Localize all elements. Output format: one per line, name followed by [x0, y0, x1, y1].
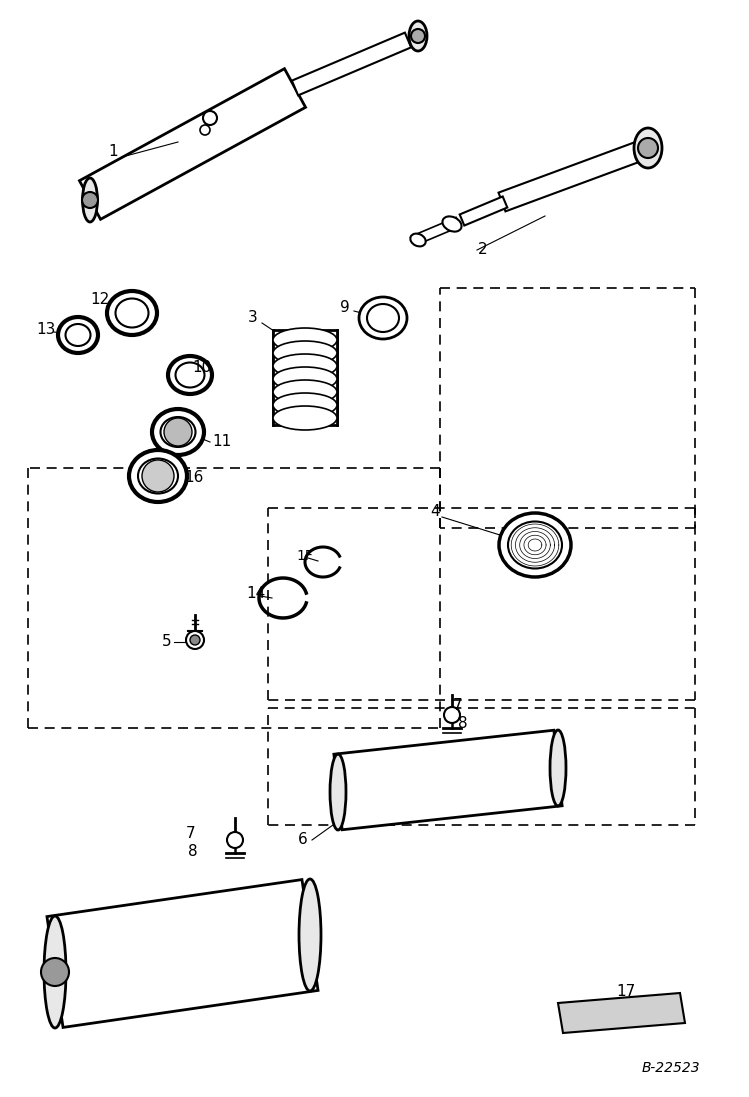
- Polygon shape: [47, 880, 318, 1028]
- Ellipse shape: [443, 216, 461, 231]
- Circle shape: [203, 111, 217, 125]
- Polygon shape: [460, 196, 507, 226]
- Text: 8: 8: [188, 844, 198, 859]
- Circle shape: [638, 138, 658, 158]
- Text: 2: 2: [478, 242, 488, 258]
- Circle shape: [41, 958, 69, 986]
- Circle shape: [186, 631, 204, 649]
- Polygon shape: [79, 69, 306, 219]
- Ellipse shape: [129, 450, 187, 502]
- Ellipse shape: [58, 317, 98, 353]
- Polygon shape: [334, 731, 562, 829]
- Ellipse shape: [499, 513, 571, 577]
- Polygon shape: [292, 33, 411, 95]
- Ellipse shape: [168, 357, 212, 394]
- Ellipse shape: [273, 367, 337, 391]
- Ellipse shape: [299, 879, 321, 991]
- Ellipse shape: [359, 297, 407, 339]
- Text: 13: 13: [36, 323, 55, 338]
- Ellipse shape: [634, 128, 662, 168]
- Text: 6: 6: [298, 833, 308, 848]
- Polygon shape: [558, 993, 685, 1033]
- Text: 16: 16: [184, 470, 204, 485]
- Text: 9: 9: [340, 301, 350, 316]
- Text: 14: 14: [246, 586, 265, 600]
- Ellipse shape: [273, 393, 337, 417]
- Polygon shape: [499, 138, 652, 212]
- Circle shape: [411, 29, 425, 43]
- Ellipse shape: [107, 291, 157, 335]
- Ellipse shape: [175, 362, 204, 387]
- Text: 8: 8: [458, 716, 467, 732]
- Circle shape: [190, 635, 200, 645]
- Ellipse shape: [115, 298, 148, 328]
- Polygon shape: [418, 217, 460, 242]
- Text: 1: 1: [108, 145, 118, 159]
- Text: 10: 10: [192, 361, 211, 375]
- Text: 7: 7: [453, 699, 463, 713]
- Ellipse shape: [550, 730, 566, 806]
- Text: 1F: 1F: [296, 548, 313, 563]
- Circle shape: [227, 832, 243, 848]
- Ellipse shape: [44, 916, 66, 1028]
- Ellipse shape: [65, 324, 91, 346]
- Circle shape: [200, 125, 210, 135]
- Ellipse shape: [273, 380, 337, 404]
- Circle shape: [164, 418, 192, 446]
- Ellipse shape: [367, 304, 399, 332]
- Ellipse shape: [82, 178, 97, 222]
- Ellipse shape: [152, 409, 204, 455]
- Polygon shape: [273, 330, 337, 425]
- Ellipse shape: [273, 341, 337, 365]
- Text: 4: 4: [430, 505, 440, 520]
- Ellipse shape: [273, 328, 337, 352]
- Text: 12: 12: [90, 293, 109, 307]
- Ellipse shape: [273, 354, 337, 378]
- Ellipse shape: [410, 234, 425, 247]
- Ellipse shape: [508, 521, 562, 568]
- Ellipse shape: [138, 459, 178, 494]
- Text: 11: 11: [212, 434, 231, 450]
- Ellipse shape: [409, 21, 427, 50]
- Text: 5: 5: [162, 634, 172, 649]
- Circle shape: [82, 192, 98, 208]
- Circle shape: [444, 706, 460, 723]
- Text: 17: 17: [616, 984, 635, 999]
- Circle shape: [142, 460, 174, 491]
- Text: 7: 7: [186, 826, 195, 840]
- Ellipse shape: [330, 754, 346, 830]
- Text: B-22523: B-22523: [641, 1061, 700, 1075]
- Ellipse shape: [160, 417, 195, 446]
- Ellipse shape: [273, 406, 337, 430]
- Text: 3: 3: [248, 310, 258, 326]
